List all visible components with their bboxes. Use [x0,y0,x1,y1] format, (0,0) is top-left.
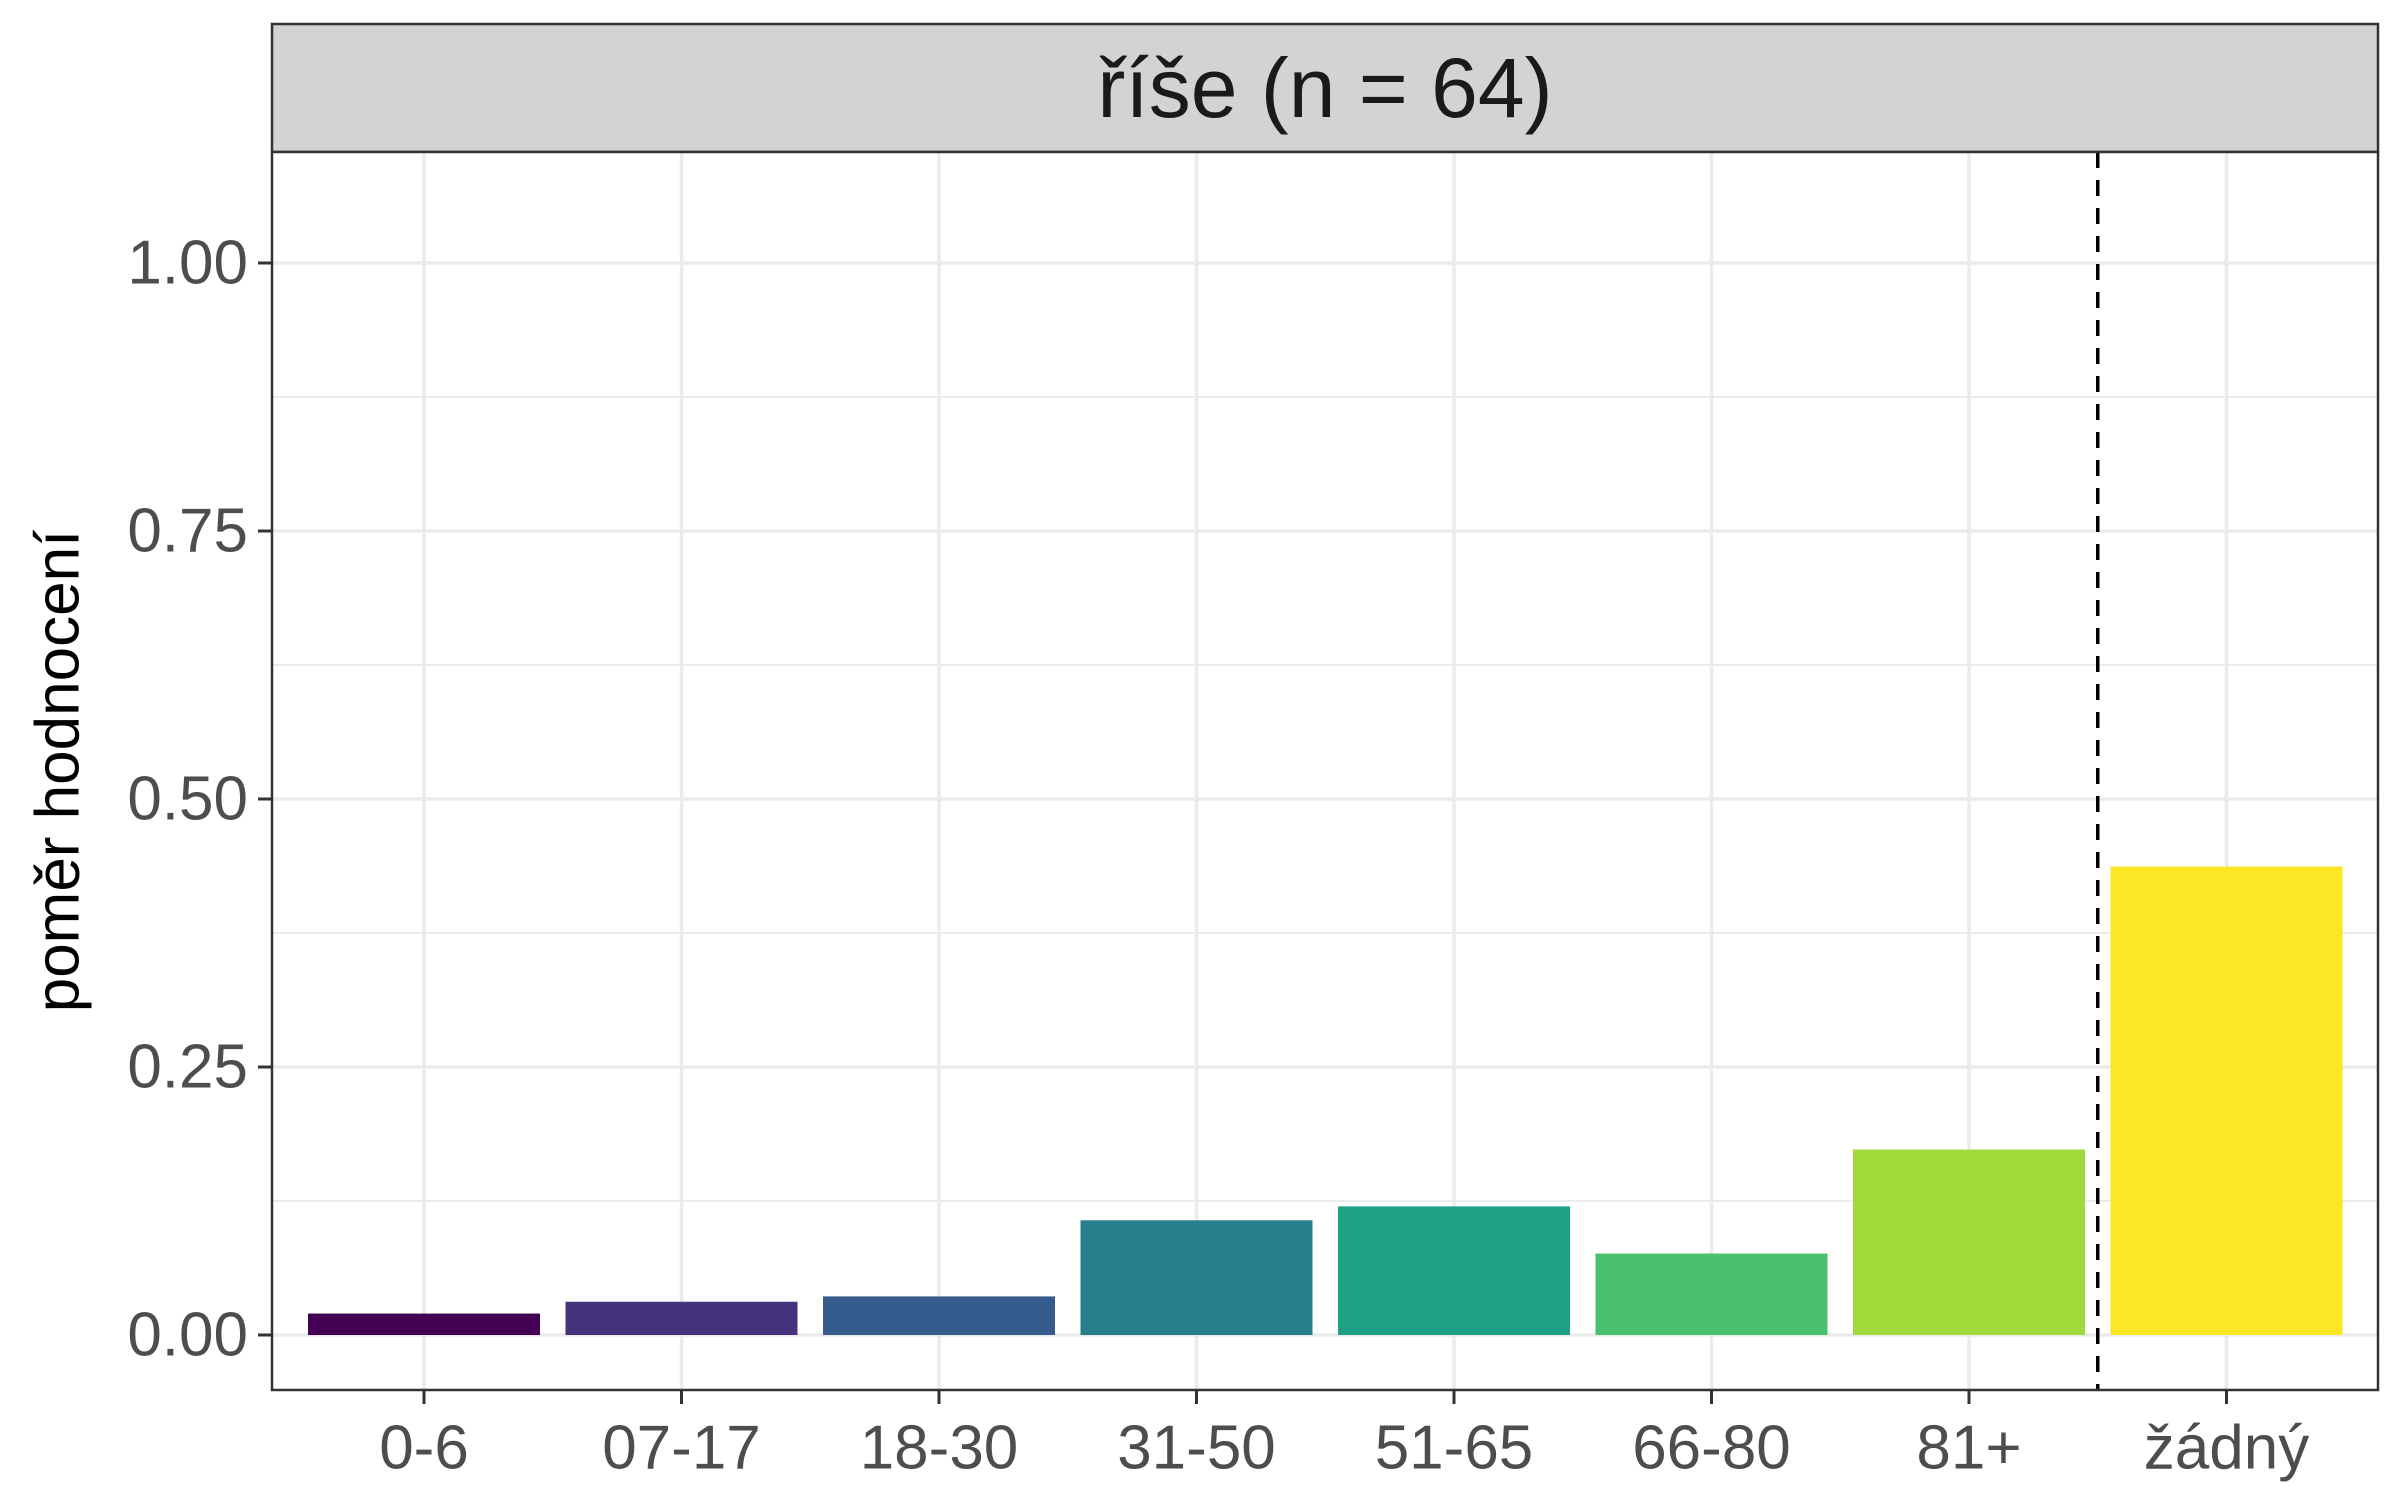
bar [308,1313,540,1335]
panel-border [270,150,2380,1392]
bars [308,866,2343,1335]
x-tick-label: žádný [2144,1414,2309,1483]
bar [1853,1149,2085,1335]
bar [2110,866,2343,1335]
x-tick-label: 81+ [1916,1414,2021,1483]
strip-background [270,22,2380,154]
ticks: 0.00 0.25 0.50 0.75 1.00 0-6 07-17 18-30 31-50 51… [127,229,2309,1483]
x-tick-label: 07-17 [602,1414,761,1483]
bar [1080,1220,1313,1335]
bar [823,1296,1055,1335]
x-tick-label: 66-80 [1632,1414,1791,1483]
facet-title: říše (n = 64) [1097,41,1552,135]
y-tick-label: 0.00 [127,1301,248,1370]
bar [1595,1253,1828,1335]
y-tick-label: 0.75 [127,497,248,566]
y-tick-label: 0.50 [127,765,248,834]
x-tick-label: 51-65 [1375,1414,1534,1483]
bar [1338,1206,1570,1335]
y-tick-label: 0.25 [127,1033,248,1102]
x-tick-label: 18-30 [860,1414,1019,1483]
x-tick-label: 31-50 [1117,1414,1276,1483]
x-tick-label: 0-6 [379,1414,469,1483]
grid [272,152,2378,1390]
bar [565,1301,798,1335]
y-axis-title: poměr hodnocení [24,530,93,1013]
y-tick-label: 1.00 [127,229,248,298]
